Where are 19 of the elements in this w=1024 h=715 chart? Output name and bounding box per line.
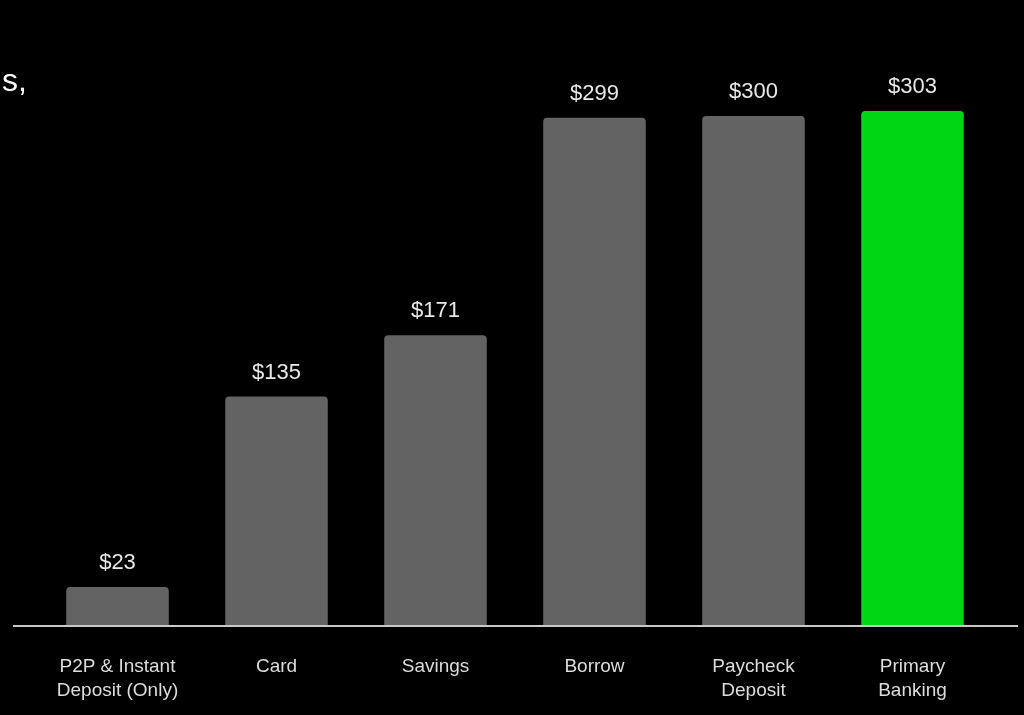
x-tick-label: Savings: [401, 654, 470, 676]
data-label: $135: [252, 358, 301, 384]
data-label: $171: [411, 297, 460, 323]
bar: [702, 116, 805, 626]
x-tick-label: Borrow: [564, 654, 625, 676]
data-label: $299: [570, 79, 619, 105]
bar: [384, 335, 487, 626]
bar: [861, 111, 964, 626]
bar: [543, 117, 646, 626]
x-tick-label: P2P & Instant Deposit (Only): [56, 654, 179, 701]
data-label: $303: [888, 73, 937, 98]
data-label: $300: [729, 78, 778, 104]
x-tick-label: Card: [255, 654, 298, 676]
x-tick-label: Paycheck Deposit: [712, 654, 796, 701]
bar: [225, 396, 328, 626]
chart-title: s,: [2, 61, 27, 98]
x-tick-label: Primary Banking: [878, 654, 947, 701]
bar: [66, 586, 169, 626]
data-label: $23: [99, 548, 136, 574]
